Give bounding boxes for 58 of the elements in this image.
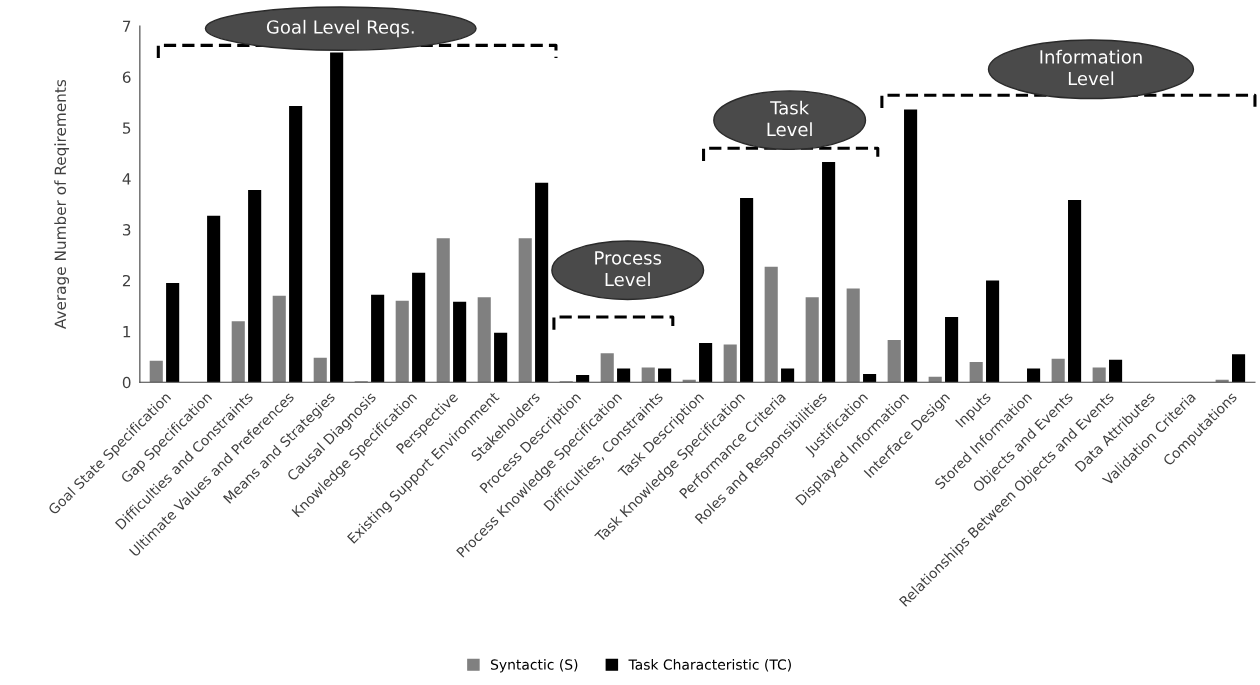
bar (887, 339, 901, 383)
bar (248, 189, 262, 383)
bar (1109, 359, 1123, 383)
bar (436, 238, 450, 383)
bar (986, 280, 1000, 383)
bar (477, 297, 491, 383)
bar (846, 288, 860, 383)
bar (904, 109, 918, 383)
bar (166, 283, 180, 383)
bar (764, 266, 778, 383)
bar (1027, 368, 1041, 383)
bar (1232, 354, 1246, 383)
bar (641, 367, 655, 383)
bar (617, 368, 631, 383)
bar (494, 332, 508, 383)
bar (518, 238, 532, 383)
y-tick-label: 0 (122, 376, 131, 389)
bar (740, 198, 754, 383)
annotation: Task Level (767, 100, 812, 137)
bar (699, 343, 713, 383)
bar (272, 295, 286, 383)
bar (945, 317, 959, 383)
y-tick-label: 7 (123, 20, 131, 32)
bar (1092, 367, 1106, 383)
bar (412, 272, 426, 383)
y-tick-label: 4 (122, 173, 131, 185)
bar (453, 301, 467, 383)
annotation: Process Level (595, 251, 662, 287)
bar (371, 294, 385, 383)
bar (822, 161, 836, 383)
bar (1068, 200, 1082, 383)
y-axis-title: Average Number of Reqirements (54, 79, 70, 329)
bar (289, 105, 303, 383)
bar (600, 353, 614, 383)
bar (576, 375, 590, 383)
bar (313, 357, 327, 383)
bar (805, 297, 819, 383)
bar (231, 321, 245, 383)
y-tick-label: 5 (122, 122, 131, 134)
y-tick-label: 6 (122, 71, 131, 83)
y-tick-label: 2 (122, 274, 130, 287)
bar (149, 360, 163, 383)
annotation: Information Level (1040, 49, 1142, 86)
bar (1051, 358, 1065, 383)
bar (658, 368, 672, 383)
bar (535, 182, 549, 383)
legend-label: Task Characteristic (TC) (628, 659, 791, 672)
bar (330, 52, 344, 383)
bar (723, 344, 737, 383)
y-tick-label: 1 (123, 326, 131, 338)
bar (969, 361, 983, 383)
bar (207, 215, 221, 383)
legend-label: Syntactic (S) (491, 659, 578, 673)
bar (863, 374, 877, 383)
annotation: Goal Level Reqs. (266, 19, 414, 38)
bar (395, 300, 409, 383)
bar (781, 368, 795, 383)
y-tick-label: 3 (122, 224, 131, 236)
